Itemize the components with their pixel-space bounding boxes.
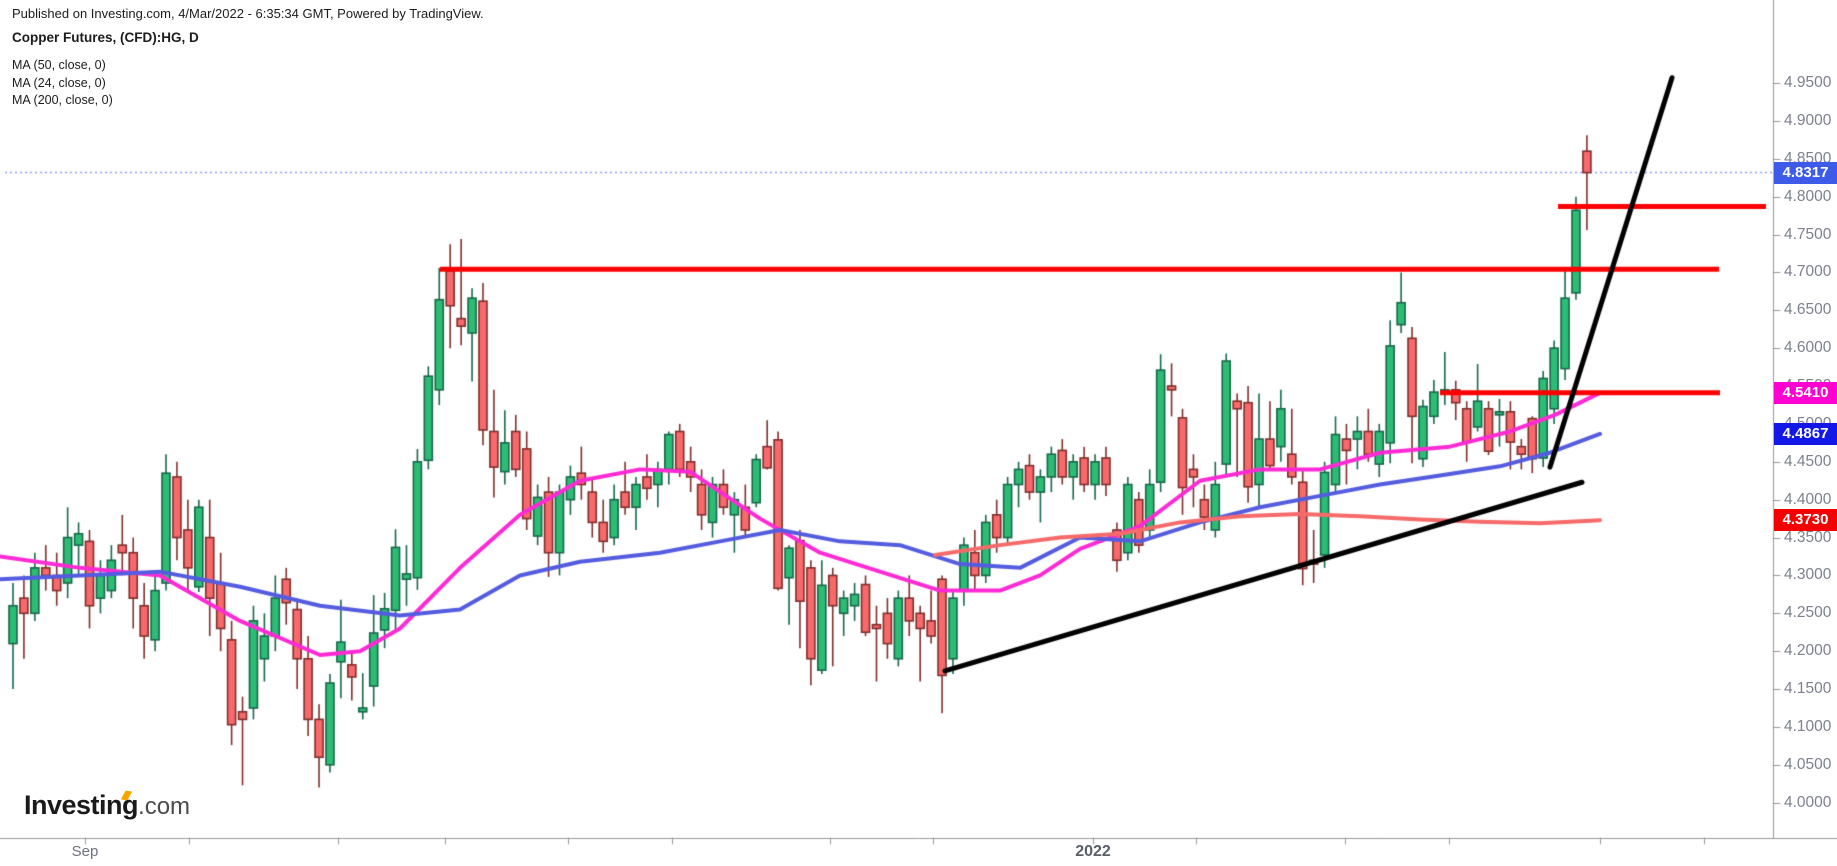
y-axis-tick-label: 4.6500 — [1784, 301, 1832, 319]
indicator-label-ma24: MA (24, close, 0) — [12, 75, 106, 90]
x-axis-tick-label: Sep — [71, 843, 99, 860]
investing-logo-text: Investing — [24, 790, 139, 820]
y-axis-tick-label: 4.2000 — [1784, 642, 1832, 660]
investing-logo-suffix: .com — [138, 793, 191, 820]
y-axis-tick-label: 4.3500 — [1784, 528, 1832, 546]
indicator-label-ma50: MA (50, close, 0) — [12, 58, 106, 72]
x-axis-tick-label: 2022 — [1075, 843, 1111, 860]
y-axis-tick-label: 4.8000 — [1784, 187, 1832, 205]
y-axis-tick-label: 4.7000 — [1784, 263, 1832, 281]
price-axis-badge: 4.4867 — [1774, 422, 1837, 445]
indicator-label-ma200: MA (200, close, 0) — [12, 93, 113, 107]
y-axis-tick-label: 4.3000 — [1784, 566, 1832, 584]
price-axis-badge: 4.5410 — [1774, 381, 1837, 404]
published-line: Published on Investing.com, 4/Mar/2022 -… — [12, 6, 484, 21]
y-axis-tick-label: 4.4500 — [1784, 452, 1832, 470]
y-axis-tick-label: 4.0000 — [1784, 793, 1832, 811]
price-axis-badge: 4.8317 — [1774, 161, 1837, 184]
chart-header: Published on Investing.com, 4/Mar/2022 -… — [12, 6, 484, 111]
y-axis-tick-label: 4.2500 — [1784, 604, 1832, 622]
y-axis-tick-label: 4.0500 — [1784, 755, 1832, 773]
y-axis-tick-label: 4.6000 — [1784, 339, 1832, 357]
y-axis-tick-label: 4.4000 — [1784, 490, 1832, 508]
investing-logo: Investing .com — [24, 790, 190, 821]
y-axis-tick-label: 4.9000 — [1784, 111, 1832, 129]
symbol-title: Copper Futures, (CFD):HG, D — [12, 30, 199, 45]
price-axis-badge: 4.3730 — [1774, 509, 1837, 532]
y-axis-tick-label: 4.1500 — [1784, 680, 1832, 698]
y-axis-tick-label: 4.7500 — [1784, 225, 1832, 243]
y-axis-tick-label: 4.9500 — [1784, 74, 1832, 91]
y-axis-tick-label: 4.1000 — [1784, 717, 1832, 735]
